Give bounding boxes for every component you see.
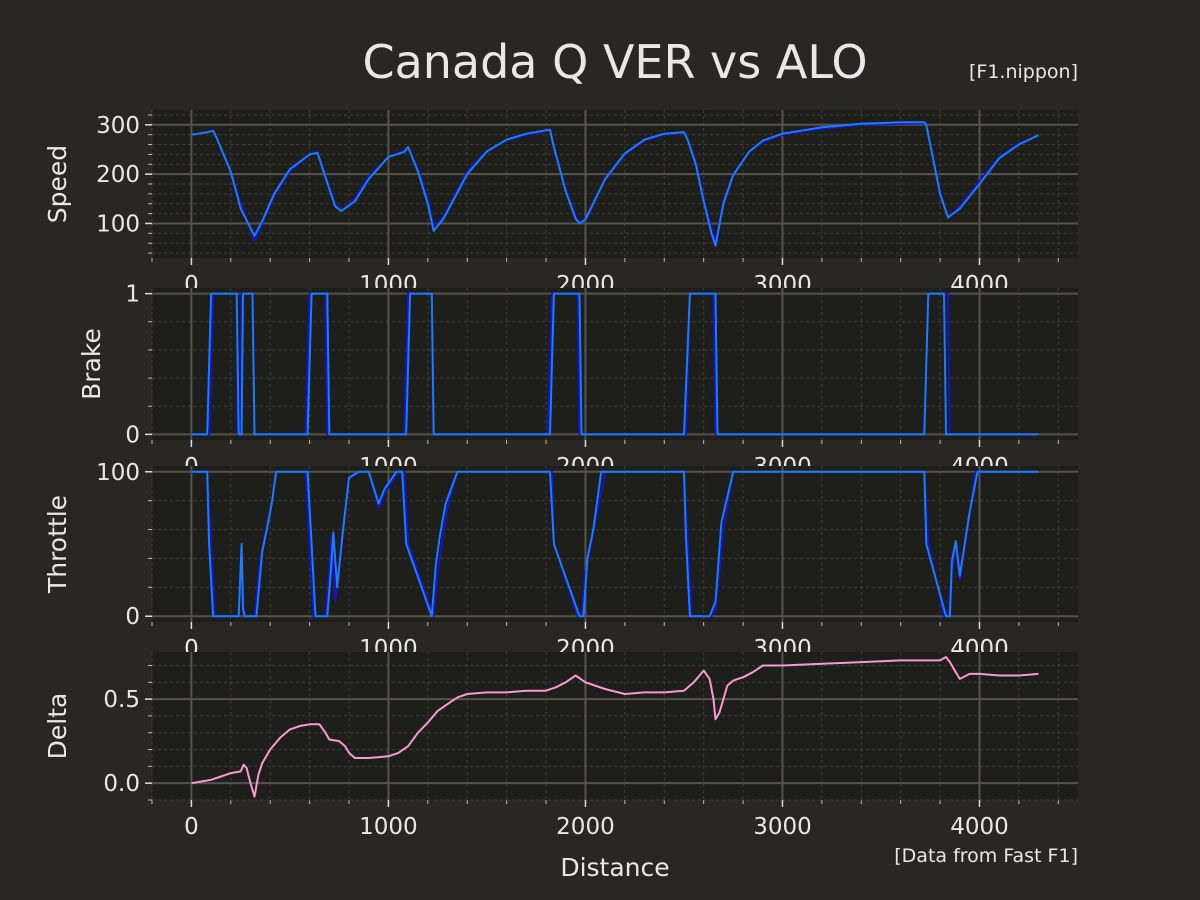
panel-background bbox=[152, 652, 1078, 800]
series-line-delta bbox=[191, 656, 1039, 798]
y-tick-label: 200 bbox=[96, 162, 140, 188]
x-tick-label: 2000 bbox=[556, 814, 615, 840]
credit-bottom: [Data from Fast F1] bbox=[894, 845, 1078, 867]
y-tick-label: 300 bbox=[96, 113, 140, 139]
credit-top: [F1.nippon] bbox=[969, 61, 1078, 83]
series-line-driver1 bbox=[191, 121, 1040, 247]
y-axis-label: Brake bbox=[77, 328, 106, 400]
chart-title: Canada Q VER vs ALO bbox=[362, 35, 867, 89]
y-axis-label: Throttle bbox=[43, 495, 72, 594]
x-axis-label: Distance bbox=[560, 853, 669, 882]
y-tick-label: 0.0 bbox=[103, 771, 140, 797]
x-tick-label: 1000 bbox=[359, 814, 418, 840]
y-tick-label: 1 bbox=[125, 282, 140, 308]
x-tick-label: 0 bbox=[184, 814, 199, 840]
panel-background bbox=[152, 288, 1078, 440]
panel-delta: 0 1000 2000 3000 4000 0.0 0.5 Delta bbox=[43, 652, 1078, 840]
x-tick-label: 3000 bbox=[753, 814, 812, 840]
y-axis-label: Speed bbox=[43, 145, 72, 223]
y-tick-label: 0 bbox=[125, 604, 140, 630]
y-tick-label: 100 bbox=[96, 211, 140, 237]
chart-panels: 01000200030004000100200300Speed010002000… bbox=[43, 110, 1078, 840]
series-line-driver1 bbox=[191, 292, 1039, 436]
y-axis-label: Delta bbox=[43, 693, 72, 760]
y-tick-label: 0 bbox=[125, 422, 140, 448]
panel-background bbox=[152, 466, 1078, 622]
y-tick-label: 100 bbox=[96, 460, 140, 486]
y-tick-label: 0.5 bbox=[103, 687, 140, 713]
x-tick-label: 4000 bbox=[950, 814, 1009, 840]
series-line-driver1 bbox=[191, 470, 1039, 618]
